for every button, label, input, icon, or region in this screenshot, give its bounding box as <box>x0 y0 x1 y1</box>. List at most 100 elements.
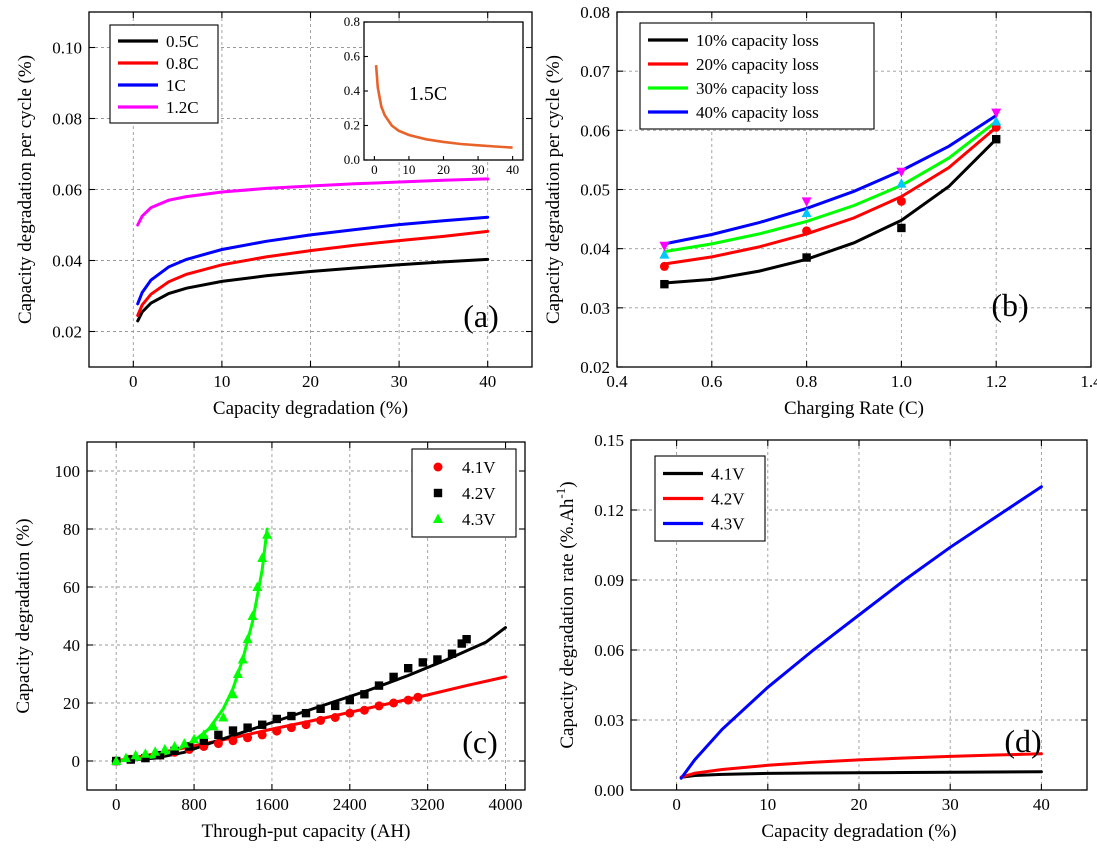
data-point-3 <box>130 749 141 760</box>
x-tick-label: 1.2 <box>986 372 1007 391</box>
data-point-2 <box>287 711 296 721</box>
data-point-3 <box>247 610 258 620</box>
y-tick-label: 80 <box>63 520 80 539</box>
series-fit-line-2 <box>662 125 998 266</box>
y-tick-label: 0.15 <box>594 431 624 450</box>
data-point-2 <box>155 751 165 760</box>
y-axis-label-main: Capacity degradation per cycle (%) <box>543 55 564 324</box>
data-point-3 <box>228 688 238 699</box>
data-point-3 <box>179 738 190 748</box>
data-point-2 <box>126 755 135 764</box>
x-axis-label: Capacity degradation (%) <box>213 398 408 419</box>
panel-tag: (b) <box>991 287 1028 323</box>
y-tick-label: 100 <box>55 462 81 481</box>
data-point-1 <box>403 695 413 705</box>
data-point-3 <box>262 529 273 539</box>
series-fit-line-3 <box>114 527 269 763</box>
data-point-4 <box>991 108 1002 119</box>
data-point-1 <box>359 705 369 715</box>
panel-c: 0 800 1600 2400 3200 4000 0 20 40 60 80 100 Through-… <box>13 441 526 842</box>
data-point-3 <box>208 720 219 731</box>
data-point-2 <box>316 704 325 713</box>
y-tick-label: 0.06 <box>580 121 610 140</box>
legend-marker <box>433 488 443 498</box>
data-point-1 <box>345 708 355 718</box>
y-tick-label: 0.06 <box>52 181 82 200</box>
data-point-2 <box>258 720 267 729</box>
y-tick-label: 0.05 <box>580 181 610 200</box>
legend-label: 4.2V <box>711 490 745 509</box>
data-point-2 <box>331 701 340 711</box>
data-point-3 <box>120 752 131 763</box>
data-point-2 <box>433 655 442 664</box>
panel-d: 0 10 20 30 40 0.00 0.03 0.06 0.09 0.12 0.15 Capacit… <box>553 431 1088 842</box>
x-tick-label: 800 <box>181 795 207 814</box>
data-point-2 <box>141 753 150 763</box>
x-tick-label: 0 <box>112 795 121 814</box>
x-axis-label: Charging Rate (C) <box>784 398 924 419</box>
series-line-3 <box>136 215 490 306</box>
data-point-3 <box>252 581 263 591</box>
panel-tag: (a) <box>463 298 499 334</box>
data-point-3 <box>159 743 170 754</box>
inset-series-line <box>374 65 513 149</box>
data-point-1 <box>660 279 669 289</box>
data-point-2 <box>447 649 457 658</box>
inset-y-tick-label: 0.6 <box>344 49 361 64</box>
x-tick-label: 1.4 <box>1080 372 1097 391</box>
plot-frame <box>86 441 526 791</box>
y-tick-label: 20 <box>63 694 80 713</box>
data-point-2 <box>659 261 669 271</box>
inset-x-tick-label: 20 <box>437 162 450 177</box>
legend-label: 4.1V <box>711 465 745 484</box>
legend-box <box>411 448 517 538</box>
data-point-3 <box>198 729 209 739</box>
data-point-2 <box>228 726 238 735</box>
y-tick-label: 0.00 <box>594 781 624 800</box>
y-tick-label: 40 <box>63 636 80 655</box>
y-axis-label-main: Capacity degradation rate (%.Ah <box>557 498 578 749</box>
data-point-3 <box>140 748 151 758</box>
inset-chart: 0 10 20 30 40 0.0 0.2 0.4 0.6 0.8 1.5C <box>344 14 524 177</box>
data-point-1 <box>413 692 423 702</box>
series-fit-line-4 <box>662 114 998 246</box>
x-tick-label: 0 <box>129 372 138 391</box>
data-point-2 <box>170 746 179 756</box>
legend-marker <box>433 462 443 472</box>
inset-x-tick-label: 40 <box>506 162 519 177</box>
x-tick-label: 0.8 <box>796 372 817 391</box>
legend-label: 1C <box>166 76 186 95</box>
x-tick-label: 4000 <box>489 795 523 814</box>
x-tick-label: 40 <box>1033 795 1050 814</box>
x-tick-label: 1600 <box>255 795 289 814</box>
inset-y-tick-label: 0.4 <box>344 83 361 98</box>
data-point-2 <box>418 658 427 667</box>
data-point-1 <box>897 223 906 233</box>
y-axis-label: Capacity degradation per cycle (%) <box>543 55 564 324</box>
data-point-1 <box>213 739 223 749</box>
legend-label: 4.2V <box>462 484 496 503</box>
data-point-1 <box>228 736 238 746</box>
y-tick-label: 0.08 <box>580 3 610 22</box>
series-fit-line-2 <box>114 626 507 763</box>
data-point-4 <box>896 167 907 178</box>
y-tick-label: 0.10 <box>52 39 82 58</box>
panel-tag: (d) <box>1004 723 1041 759</box>
x-tick-label: 10 <box>759 795 776 814</box>
y-axis-label-superscript: -1 <box>553 488 568 499</box>
data-point-2 <box>374 681 384 690</box>
legend-label: 30% capacity loss <box>696 79 819 98</box>
series-line-3 <box>679 485 1043 780</box>
y-tick-label: 0.02 <box>52 323 82 342</box>
data-point-1 <box>301 720 311 730</box>
legend-marker <box>433 513 443 523</box>
legend-label: 10% capacity loss <box>696 31 819 50</box>
inset-y-tick-label: 0.2 <box>344 118 360 133</box>
panel-a: 0 10 20 30 40 0.02 0.04 0.06 0.08 0.10 Capacity de… <box>15 11 533 419</box>
x-tick-label: 10 <box>213 372 230 391</box>
data-point-2 <box>272 714 281 724</box>
data-point-2 <box>389 672 398 682</box>
x-tick-label: 0 <box>672 795 681 814</box>
data-point-2 <box>345 695 354 705</box>
legend-label: 0.5C <box>166 32 199 51</box>
